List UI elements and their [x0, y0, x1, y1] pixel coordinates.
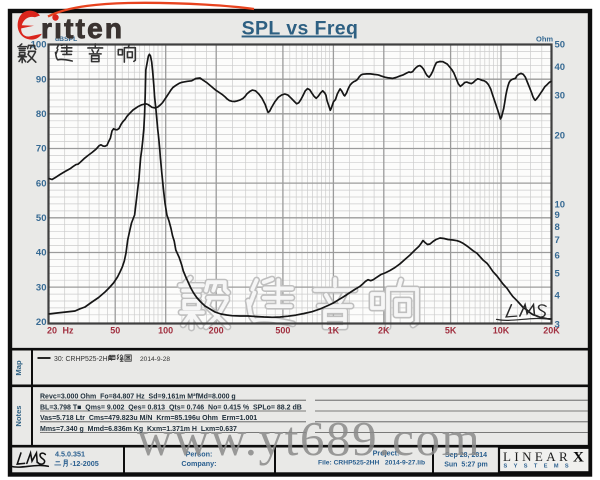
- svg-text:SYSTEMS: SYSTEMS: [504, 464, 576, 470]
- svg-text:www.yt689.com: www.yt689.com: [137, 411, 481, 466]
- svg-text:60: 60: [36, 178, 47, 189]
- svg-text:4: 4: [555, 291, 561, 302]
- svg-text:File: CRHP525-2HH 2014-9-27.: File: CRHP525-2HH 2014-9-27.lib: [318, 460, 425, 467]
- svg-text:BL=3.798 T■ Qms= 9.002 Qes=: BL=3.798 T■ Qms= 9.002 Qes= 0.813 Qts= 0…: [40, 404, 302, 411]
- svg-text:30: 30: [555, 91, 566, 102]
- svg-text:2014-9-28: 2014-9-28: [140, 356, 170, 363]
- svg-text:Revc=3.000 Ohm Fo=84.807 Hz: Revc=3.000 Ohm Fo=84.807 Hz Sd=9.161m M²…: [40, 394, 236, 401]
- svg-text:100: 100: [158, 326, 173, 336]
- svg-text:5K: 5K: [445, 326, 457, 336]
- svg-text:500: 500: [275, 326, 290, 336]
- svg-text:Notes: Notes: [14, 405, 23, 426]
- svg-text:LINEAR: LINEAR: [503, 449, 571, 464]
- svg-text:Person:: Person:: [186, 450, 213, 459]
- svg-text:4.5.0.351: 4.5.0.351: [55, 450, 85, 459]
- svg-text:Sun 5:27 pm: Sun 5:27 pm: [444, 462, 488, 469]
- svg-text:dBSPL: dBSPL: [55, 36, 77, 43]
- svg-text:50: 50: [555, 40, 566, 51]
- svg-text:SPL vs Freq: SPL vs Freq: [242, 18, 359, 40]
- svg-text:X: X: [573, 450, 584, 466]
- svg-text:70: 70: [36, 144, 47, 155]
- svg-text:50: 50: [110, 326, 120, 336]
- svg-text:Ohm: Ohm: [536, 35, 553, 44]
- svg-text:2K: 2K: [378, 326, 390, 336]
- svg-text:Sep 28, 2014: Sep 28, 2014: [445, 452, 487, 459]
- svg-text:7: 7: [555, 235, 560, 246]
- svg-text:100: 100: [31, 40, 47, 51]
- svg-text:40: 40: [36, 248, 47, 259]
- svg-text:10K: 10K: [493, 326, 510, 336]
- svg-text:8: 8: [555, 222, 560, 233]
- svg-text:50: 50: [36, 213, 47, 224]
- svg-text:20: 20: [36, 317, 47, 328]
- svg-text:20: 20: [47, 326, 57, 336]
- svg-text:rıtten: rıtten: [41, 13, 124, 44]
- svg-text:30: 30: [36, 282, 47, 293]
- svg-text:Company:: Company:: [181, 459, 216, 468]
- svg-text:6: 6: [555, 250, 560, 261]
- svg-text:3: 3: [555, 319, 560, 330]
- svg-text:20K: 20K: [543, 326, 560, 336]
- svg-text:-12-2005: -12-2005: [70, 459, 99, 468]
- svg-text:80: 80: [36, 109, 47, 120]
- svg-text:20: 20: [555, 131, 566, 142]
- svg-text:5: 5: [555, 269, 561, 280]
- svg-text:1K: 1K: [328, 326, 340, 336]
- svg-text:Mms=7.340 g Mmd=6.836m Kg Kx: Mms=7.340 g Mmd=6.836m Kg Kxm=1.371m H L…: [40, 426, 237, 433]
- svg-text:9: 9: [555, 210, 560, 221]
- svg-text:90: 90: [36, 74, 47, 85]
- svg-text:Project:: Project:: [373, 449, 400, 458]
- svg-text:Map: Map: [14, 360, 23, 376]
- svg-text:40: 40: [555, 62, 566, 73]
- svg-text:30: CRHP525-2HH: 30: CRHP525-2HH: [54, 356, 113, 363]
- svg-text:10: 10: [555, 200, 566, 211]
- svg-text:Vas=5.718 Ltr Cms=479.823u M/: Vas=5.718 Ltr Cms=479.823u M/N Krm=85.19…: [40, 415, 257, 422]
- svg-text:Hz: Hz: [63, 326, 74, 336]
- svg-text:200: 200: [209, 326, 224, 336]
